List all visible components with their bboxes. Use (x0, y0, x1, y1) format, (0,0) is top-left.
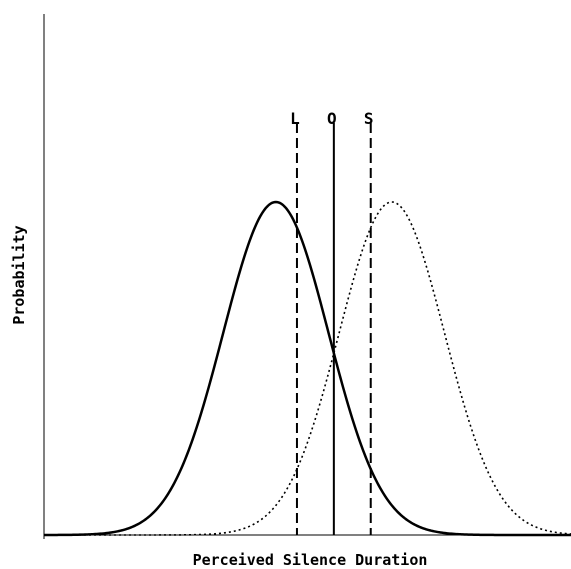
series-layer (44, 200, 571, 537)
marker-label-s: S (364, 109, 374, 128)
marker-label-l: L (290, 109, 300, 128)
marker-label-o: O (327, 109, 337, 128)
y-axis-label: Probability (10, 225, 28, 324)
x-axis-label: Perceived Silence Duration (193, 551, 428, 569)
series-line-2-dotted (44, 201, 571, 536)
series-line-1-solid (44, 200, 571, 537)
